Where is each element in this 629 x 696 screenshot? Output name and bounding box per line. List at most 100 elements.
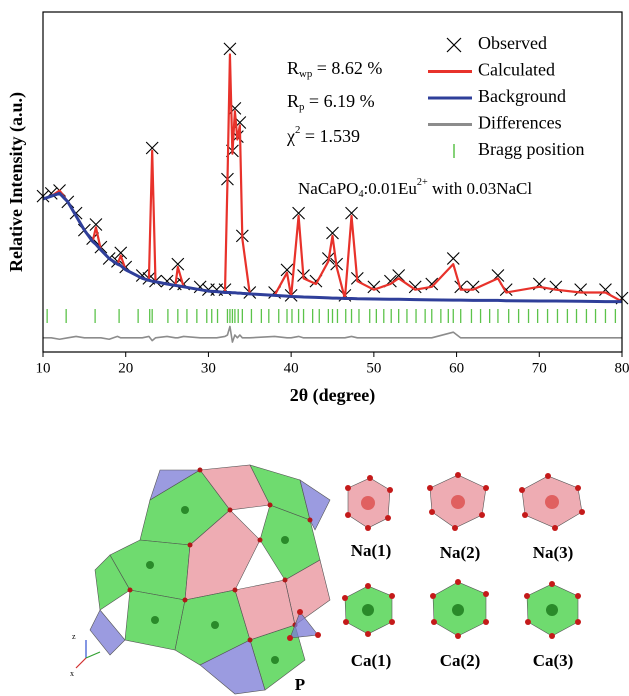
observed-point xyxy=(446,252,460,265)
atom xyxy=(282,577,288,583)
atom xyxy=(267,502,273,508)
observed-point xyxy=(466,280,480,294)
atom xyxy=(452,525,458,531)
atom xyxy=(575,593,581,599)
annotation-part: = 1.539 xyxy=(300,126,360,146)
annotation-part: 4 xyxy=(358,189,363,200)
atom xyxy=(211,621,219,629)
legend-label: Differences xyxy=(478,113,562,133)
atom xyxy=(483,619,489,625)
structure-label: Na(3) xyxy=(533,543,574,562)
atom xyxy=(455,472,461,478)
series-line xyxy=(43,325,622,343)
atom xyxy=(307,517,313,523)
polyhedron xyxy=(299,479,331,531)
atom xyxy=(365,631,371,637)
x-tick-label: 50 xyxy=(366,360,381,376)
atom xyxy=(362,604,374,616)
atom xyxy=(365,525,371,531)
x-tick-label: 20 xyxy=(118,360,133,376)
structure-label: Na(2) xyxy=(440,543,481,562)
chart: 10 20 30 40 50 60 70 80 2θ (degree) Relative Inte… xyxy=(6,11,629,406)
observed-point xyxy=(280,263,294,277)
polyhedron xyxy=(289,611,319,639)
atom xyxy=(549,581,555,587)
x-axis-label: 2θ (degree) xyxy=(290,385,376,406)
atom xyxy=(429,509,435,515)
annotation-part: NaCaPO xyxy=(298,179,358,198)
observed-point xyxy=(574,283,588,297)
atom xyxy=(387,487,393,493)
atom xyxy=(297,609,303,615)
x-tick-label: 70 xyxy=(532,360,547,376)
plot-frame xyxy=(42,11,623,353)
atom xyxy=(389,593,395,599)
observed-point xyxy=(408,280,422,294)
atom xyxy=(345,485,351,491)
atom xyxy=(281,536,289,544)
atom xyxy=(431,619,437,625)
structure-label: Ca(1) xyxy=(351,651,392,670)
atom xyxy=(127,587,133,593)
annotation-part: 2 xyxy=(295,124,300,136)
atom xyxy=(146,561,154,569)
observed-point xyxy=(392,269,406,282)
annotation: Rwp = 8.62 % xyxy=(287,58,382,80)
atom xyxy=(345,512,351,518)
x-tick-label: 30 xyxy=(201,360,216,376)
observed-point xyxy=(171,257,185,271)
atom xyxy=(232,587,238,593)
axis-label: z xyxy=(72,632,76,641)
annotation: Rp = 6.19 % xyxy=(287,91,375,113)
x-tick-label: 80 xyxy=(615,360,629,376)
polyhedron xyxy=(184,509,261,601)
atom xyxy=(575,619,581,625)
atom xyxy=(342,595,348,601)
annotation-part: R xyxy=(287,91,299,111)
observed-point xyxy=(223,42,237,56)
atom xyxy=(315,632,321,638)
observed-point xyxy=(326,226,339,240)
atom xyxy=(187,542,193,548)
structure-label: P xyxy=(295,675,305,694)
atom xyxy=(182,597,188,603)
atom xyxy=(483,591,489,597)
annotation-part: :0.01Eu xyxy=(364,179,418,198)
observed-point xyxy=(145,141,159,155)
atom xyxy=(367,475,373,481)
atom xyxy=(579,509,585,515)
x-tick-label: 40 xyxy=(284,360,299,376)
observed-point xyxy=(345,206,358,220)
atom xyxy=(385,515,391,521)
polyhedron xyxy=(89,609,126,656)
structure-label: Ca(3) xyxy=(533,651,574,670)
legend-marker xyxy=(446,37,462,53)
atom xyxy=(522,512,528,518)
atom xyxy=(546,604,558,616)
atom xyxy=(549,633,555,639)
x-tick-label: 10 xyxy=(36,360,51,376)
atom xyxy=(545,495,559,509)
atom xyxy=(483,485,489,491)
atom xyxy=(455,633,461,639)
legend-label: Calculated xyxy=(478,60,555,80)
polyhedron xyxy=(259,504,321,581)
atom xyxy=(524,593,530,599)
atom xyxy=(181,506,189,514)
axis-arrow xyxy=(85,651,101,659)
atom xyxy=(575,485,581,491)
observed-point xyxy=(89,218,103,231)
atom xyxy=(525,619,531,625)
annotation-part: p xyxy=(299,101,304,113)
atom xyxy=(257,537,263,543)
annotation: χ2 = 1.539 xyxy=(286,124,360,146)
atom xyxy=(287,635,293,641)
polyhedron xyxy=(199,639,266,695)
atom xyxy=(519,487,525,493)
y-axis-label: Relative Intensity (a.u.) xyxy=(6,92,27,272)
observed-point xyxy=(367,280,381,294)
annotation: NaCaPO4:0.01Eu2+ with 0.03NaCl xyxy=(298,177,532,200)
annotation-part: with 0.03NaCl xyxy=(428,179,533,198)
